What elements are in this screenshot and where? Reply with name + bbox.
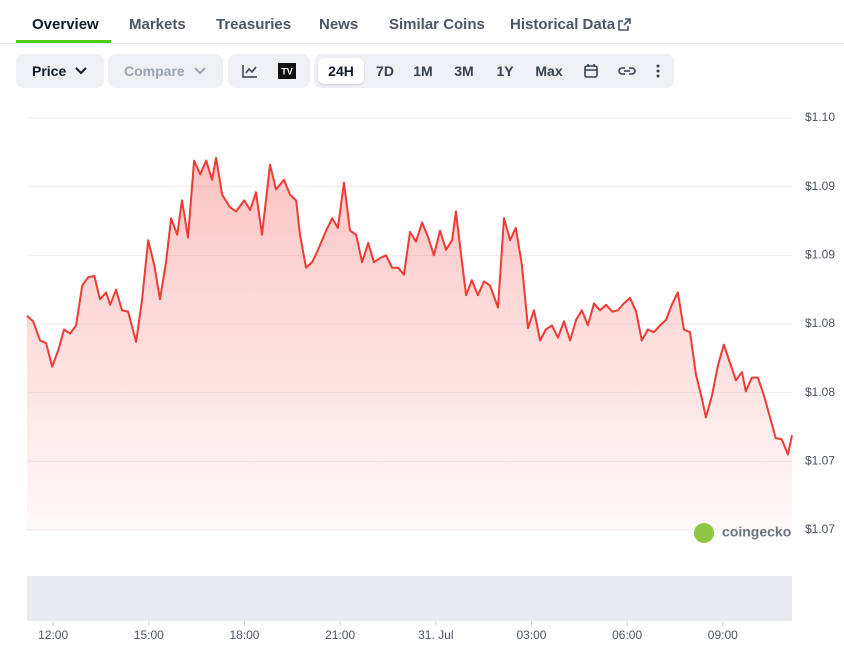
y-tick-label: $1.07 xyxy=(805,454,835,468)
chevron xyxy=(75,67,87,75)
tab-underline xyxy=(16,40,111,43)
range-button[interactable]: 7D xyxy=(376,63,394,79)
link-icon[interactable] xyxy=(618,63,636,79)
x-tick-label: 18:00 xyxy=(229,628,259,642)
y-tick-label: $1.09 xyxy=(805,179,835,193)
x-tick-label: 21:00 xyxy=(325,628,355,642)
range-group xyxy=(314,54,674,88)
x-tick-label: 06:00 xyxy=(612,628,642,642)
tab[interactable]: Markets xyxy=(129,16,186,33)
line-icon[interactable] xyxy=(242,64,258,78)
x-tick-label: 31. Jul xyxy=(418,628,453,642)
x-tick-label: 03:00 xyxy=(516,628,546,642)
y-tick-label: $1.08 xyxy=(805,385,835,399)
range-button[interactable]: 3M xyxy=(454,63,474,79)
price-button[interactable]: Price xyxy=(16,54,104,88)
divider xyxy=(0,43,844,44)
range-button[interactable]: 1M xyxy=(413,63,433,79)
compare-button[interactable]: Compare xyxy=(108,54,223,88)
label: Price xyxy=(32,63,67,79)
x-tick-label: 15:00 xyxy=(134,628,164,642)
svg-text:TV: TV xyxy=(281,66,293,76)
tab[interactable]: Treasuries xyxy=(216,16,292,33)
chart-type-group: TV xyxy=(228,54,310,88)
range-button[interactable]: Max xyxy=(535,63,563,79)
chevron xyxy=(193,67,206,75)
more-icon[interactable] xyxy=(655,63,661,79)
area xyxy=(27,157,792,531)
y-tick-label: $1.10 xyxy=(805,110,835,124)
volume-band xyxy=(27,576,792,621)
y-tick-label: $1.09 xyxy=(805,248,835,262)
y-tick-label: $1.08 xyxy=(805,316,835,330)
calendar-icon[interactable] xyxy=(583,63,599,79)
external-icon xyxy=(618,18,631,31)
tab[interactable]: News xyxy=(319,16,359,33)
x-tick-label: 09:00 xyxy=(708,628,738,642)
x-tick-label: 12:00 xyxy=(38,628,68,642)
tradingview-icon[interactable]: TV xyxy=(278,63,296,79)
watermark: coingecko xyxy=(722,524,791,540)
tab[interactable]: Similar Coins xyxy=(389,16,485,33)
range-button[interactable]: 24H xyxy=(318,58,364,84)
chart: $1.10 $1.09 $1.09 $1.08 $1.08 $1.07 $1.07 12:00… xyxy=(26,110,835,642)
tab[interactable]: Historical Data xyxy=(510,16,616,33)
logo xyxy=(694,523,714,543)
y-tick-label: $1.07 xyxy=(805,522,835,536)
tab[interactable]: Overview xyxy=(32,16,99,33)
range-button[interactable]: 1Y xyxy=(496,63,514,79)
price-line xyxy=(26,156,793,456)
label: Compare xyxy=(124,63,185,79)
